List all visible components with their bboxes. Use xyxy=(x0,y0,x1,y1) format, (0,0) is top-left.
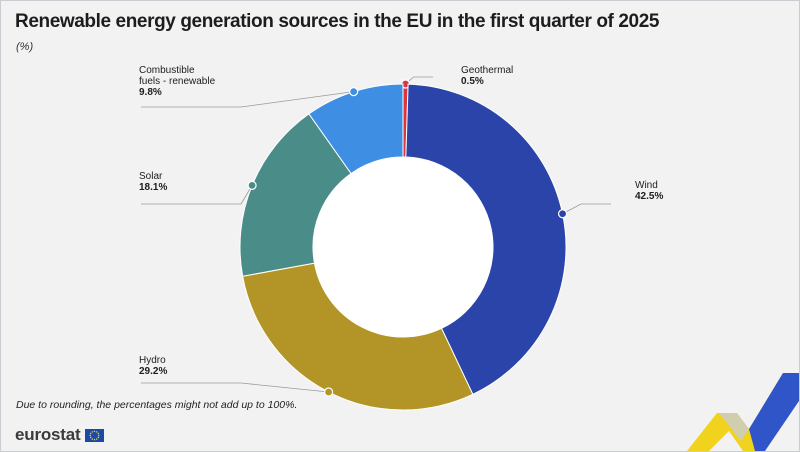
chart-title: Renewable energy generation sources in t… xyxy=(15,11,660,32)
slice-1 xyxy=(405,83,567,395)
slice-label-1: Wind 42.5% xyxy=(635,180,663,202)
leader-line-4 xyxy=(141,91,354,108)
slice-label-4: Combustible fuels - renewable 9.8% xyxy=(139,65,216,98)
slice-4 xyxy=(308,83,404,175)
leader-line-1 xyxy=(562,203,611,215)
donut-hole xyxy=(313,157,493,337)
decorative-ribbon xyxy=(687,373,799,451)
slice-2 xyxy=(242,262,474,411)
slice-label-0: Geothermal 0.5% xyxy=(461,65,513,87)
slice-label-3: Solar 18.1% xyxy=(139,171,167,193)
leader-dot-4 xyxy=(349,87,359,97)
leader-line-3 xyxy=(141,185,253,205)
eurostat-logo: eurostat xyxy=(15,425,105,445)
footnote: Due to rounding, the percentages might n… xyxy=(16,399,298,411)
leader-dot-3 xyxy=(247,180,257,190)
leader-dot-1 xyxy=(557,209,568,219)
leader-dot-2 xyxy=(324,387,334,397)
logo-text: eurostat xyxy=(15,425,81,444)
leader-line-2 xyxy=(141,382,329,393)
slice-label-2: Hydro 29.2% xyxy=(139,355,167,377)
slice-3 xyxy=(239,113,352,277)
chart-unit: (%) xyxy=(16,41,34,53)
eu-flag-icon xyxy=(85,428,105,442)
